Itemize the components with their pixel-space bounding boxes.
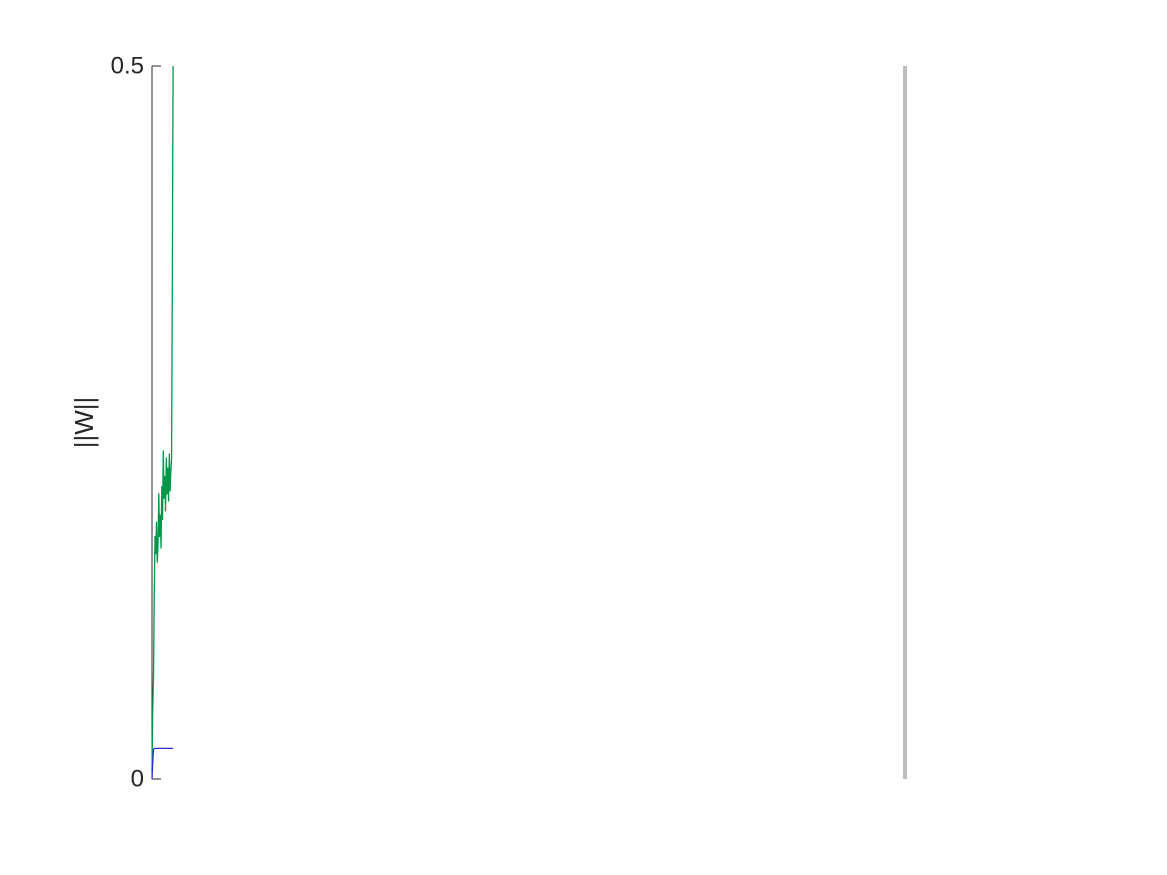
series-line-0 (151, 65, 174, 772)
series-layer (151, 65, 174, 780)
axes-layer (151, 65, 907, 780)
y-axis-label: ||W|| (69, 397, 99, 449)
labels-layer: 0 0.5 ||W|| (69, 53, 144, 793)
series-line-1 (151, 747, 174, 780)
y-tick-label: 0 (131, 766, 144, 793)
y-tick-label: 0.5 (111, 53, 144, 80)
